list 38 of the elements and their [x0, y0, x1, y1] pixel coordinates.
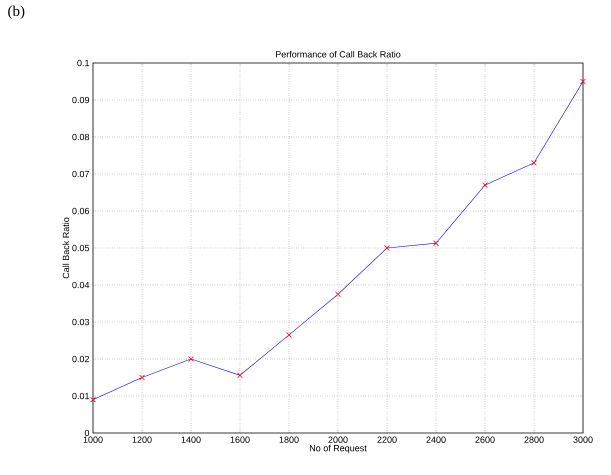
y-tick-label: 0.03	[72, 318, 90, 326]
x-tick-label: 2400	[426, 436, 446, 443]
y-tick-label: 0.07	[72, 170, 90, 178]
y-tick-label: 0.04	[72, 282, 90, 288]
y-tick-label: 0	[84, 430, 90, 436]
y-tick-label: 0.1	[77, 60, 90, 66]
point	[531, 160, 537, 166]
x-tick-label: 1600	[230, 436, 250, 443]
y-tick-label: 0.02	[72, 356, 90, 362]
x-tick-label: 1000	[84, 436, 103, 443]
point	[580, 78, 586, 84]
y-tick-label: 0.09	[72, 96, 90, 104]
y-tick-label: 0.08	[72, 134, 90, 140]
point	[433, 240, 439, 246]
x-tick-label: 1400	[182, 436, 201, 443]
point	[90, 396, 96, 403]
x-tick-label: 3000	[573, 436, 593, 443]
x-axis-title: No of Request	[310, 444, 367, 454]
x-tick-label: 2600	[475, 436, 495, 443]
line-series	[93, 81, 584, 400]
y-tick-label: 0.06	[72, 208, 90, 214]
point	[139, 374, 145, 380]
point	[384, 245, 390, 251]
chart-title: Performance of Call Back Ratio	[276, 50, 400, 58]
x-tick-label: 1200	[132, 436, 152, 443]
y-tick-label: 0.01	[72, 392, 90, 400]
point	[286, 332, 292, 338]
y-axis-title: Call Back Ratio	[62, 218, 70, 278]
point	[335, 291, 341, 298]
y-tick-label: 0.05	[72, 244, 90, 252]
x-tick-label: 2200	[377, 436, 397, 443]
x-tick-label: 2800	[524, 436, 544, 443]
x-tick-label: 2000	[328, 436, 348, 443]
x-tick-label: 1800	[280, 436, 299, 443]
point	[482, 182, 488, 188]
point	[237, 372, 243, 378]
text: (b)	[8, 6, 24, 20]
point	[188, 356, 194, 362]
